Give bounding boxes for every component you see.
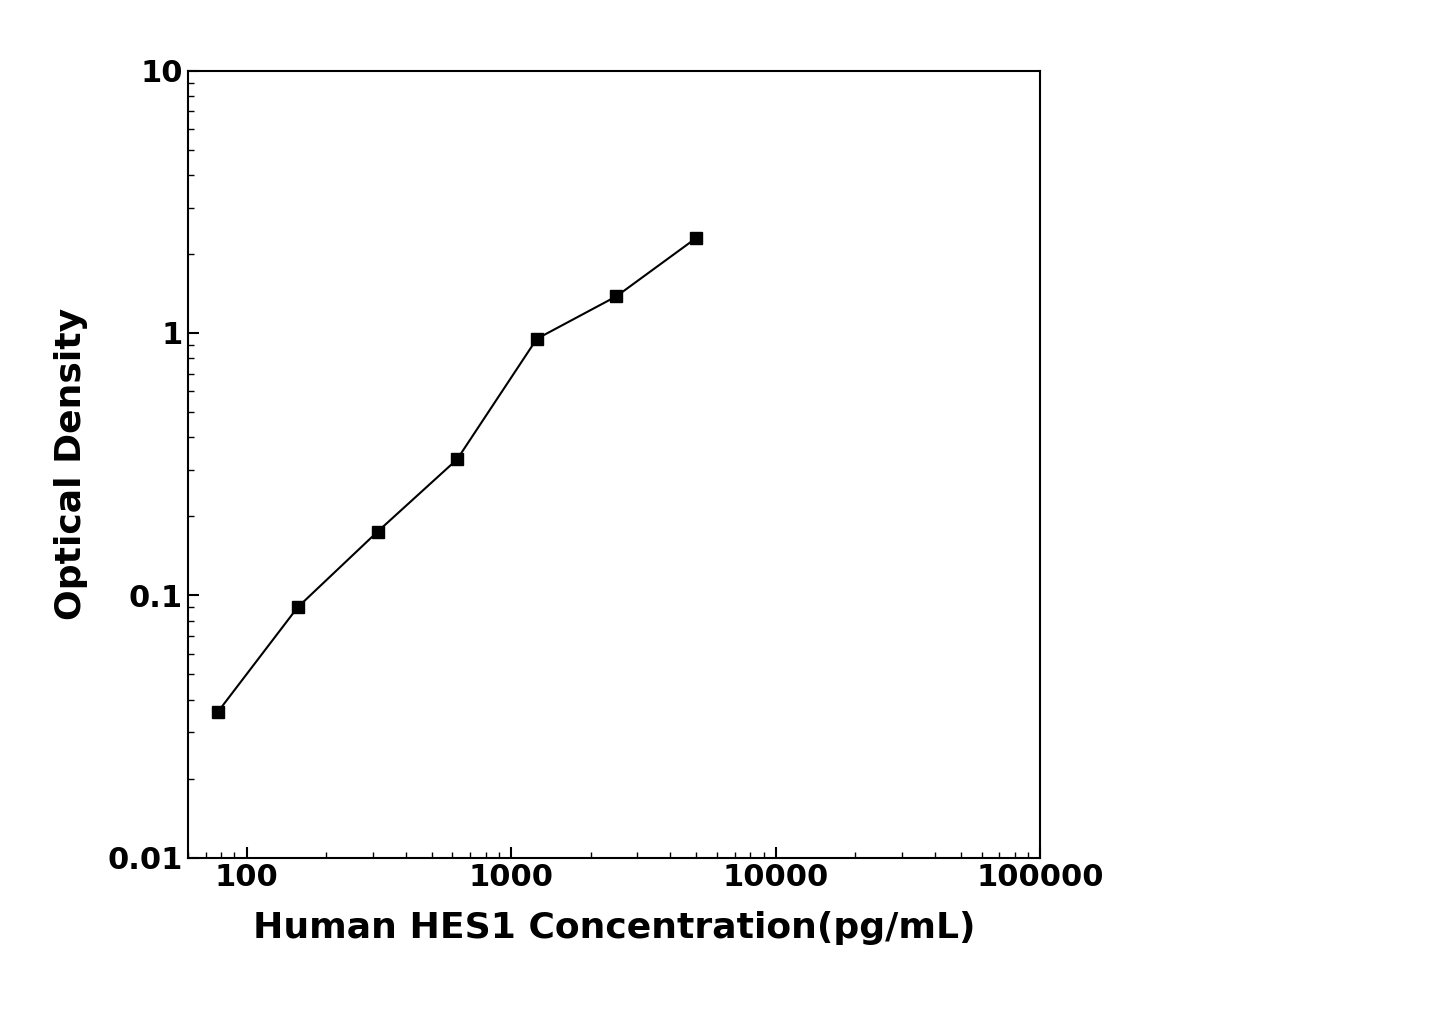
X-axis label: Human HES1 Concentration(pg/mL): Human HES1 Concentration(pg/mL)	[253, 911, 975, 945]
Y-axis label: Optical Density: Optical Density	[53, 308, 88, 621]
